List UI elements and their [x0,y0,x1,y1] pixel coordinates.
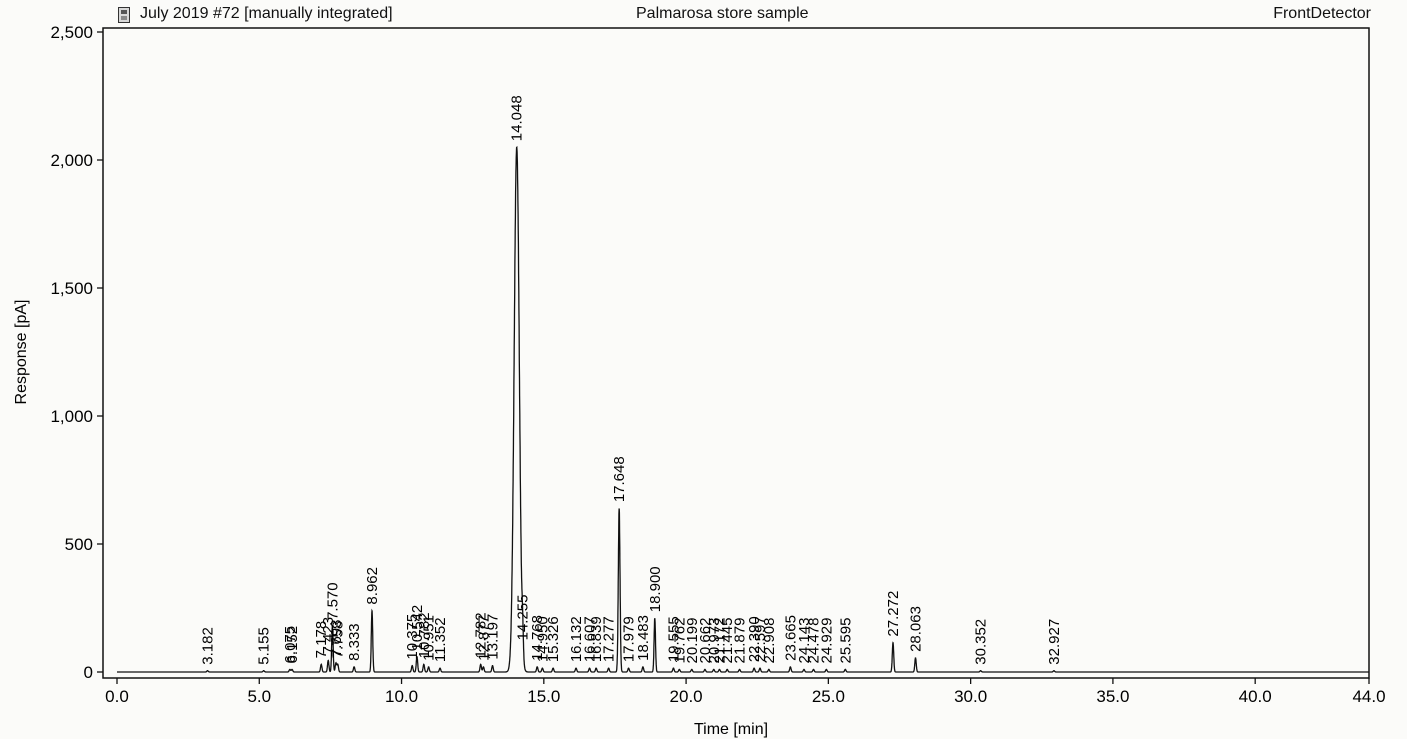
peak-label: 28.063 [908,606,925,652]
peak-label: 7.693 [328,619,345,657]
peak-label: 10.782 [416,612,433,658]
peak-label: 10.542 [409,605,426,651]
peak-label: 18.900 [647,566,664,612]
peak-label: 13.197 [485,614,502,660]
peak-label: 14.768 [529,615,546,661]
plot-frame [102,27,1370,679]
peak-label: 10.375 [404,614,421,660]
peak-label: 7.178 [313,621,330,659]
peak-label: 20.662 [697,618,714,664]
peak-label: 7.758 [330,621,347,659]
peak-label: 30.352 [973,619,990,665]
y-tick-label: 0 [84,663,93,682]
peak-label: 8.962 [364,567,381,605]
peak-label: 16.607 [582,616,599,662]
peak-label: 7.570 [324,582,341,620]
y-tick-label: 1,000 [50,407,93,426]
x-tick-label: 20.0 [670,687,703,706]
chromatogram-trace [117,145,1369,673]
peak-label: 5.155 [256,627,273,665]
detector-name: FrontDetector [1273,5,1371,22]
sample-description: Palmarosa store sample [636,5,809,22]
y-tick-label: 2,000 [50,151,93,170]
peak-label: 3.182 [200,627,217,665]
peak-label: 24.143 [796,618,813,664]
peak-label: 32.927 [1046,619,1063,665]
x-tick-label: 10.0 [385,687,418,706]
peak-label: 16.839 [588,616,605,662]
peak-label: 23.665 [782,615,799,661]
peak-label: 17.277 [601,616,618,662]
peak-label: 17.979 [621,616,638,662]
x-tick-label: 0.0 [105,687,129,706]
peak-label: 14.255 [515,595,532,641]
peak-label: 12.782 [473,612,490,658]
y-tick-label: 1,500 [50,279,93,298]
x-tick-label: 30.0 [954,687,987,706]
x-axis-label: Time [min] [694,721,768,738]
peak-label: 14.950 [534,616,551,662]
x-tick-label: 15.0 [527,687,560,706]
peak-label: 22.390 [746,616,763,662]
peak-label: 14.048 [509,95,526,141]
peak-label: 6.152 [284,626,301,664]
peak-label: 18.483 [635,615,652,661]
peak-label: 24.929 [818,618,835,664]
x-tick-label: 40.0 [1239,687,1272,706]
y-axis-label: Response [pA] [13,300,30,405]
peak-label: 6.075 [282,626,299,664]
peak-label: 7.423 [320,617,337,655]
x-tick-label: 5.0 [247,687,271,706]
peak-label: 20.199 [684,618,701,664]
x-axis: 0.0 5.0 10.0 15.0 20.0 25.0 30.0 35.0 40.0 44.0 [105,678,1386,706]
peak-label: 21.445 [719,618,736,664]
peak-label: 19.555 [665,616,682,662]
x-tick-label: 35.0 [1096,687,1129,706]
peak-label: 27.272 [885,591,902,637]
peak-label: 8.333 [346,623,363,661]
y-axis: 0 500 1,000 1,500 2,000 2,500 [50,23,103,682]
sample-title: July 2019 #72 [manually integrated] [140,5,393,22]
peak-label: 21.172 [711,618,728,664]
peak-label: 24.478 [806,618,823,664]
x-tick-label: 44.0 [1352,687,1385,706]
peak-label: 17.648 [611,456,628,502]
peak-label: 19.762 [671,618,688,664]
y-tick-label: 2,500 [50,23,93,42]
x-tick-label: 25.0 [812,687,845,706]
peak-label: 22.908 [761,618,778,664]
document-icon [118,7,130,23]
peak-label: 21.879 [732,618,749,664]
y-tick-label: 500 [65,535,93,554]
peak-label: 20.973 [706,618,723,664]
peak-label: 11.352 [432,617,449,662]
peak-label: 22.597 [752,616,769,662]
peak-label: 15.326 [545,616,562,662]
peak-label: 12.877 [475,615,492,661]
peak-label: 10.951 [421,615,438,661]
peak-label: 16.132 [568,616,585,662]
peak-label: 25.595 [837,618,854,664]
